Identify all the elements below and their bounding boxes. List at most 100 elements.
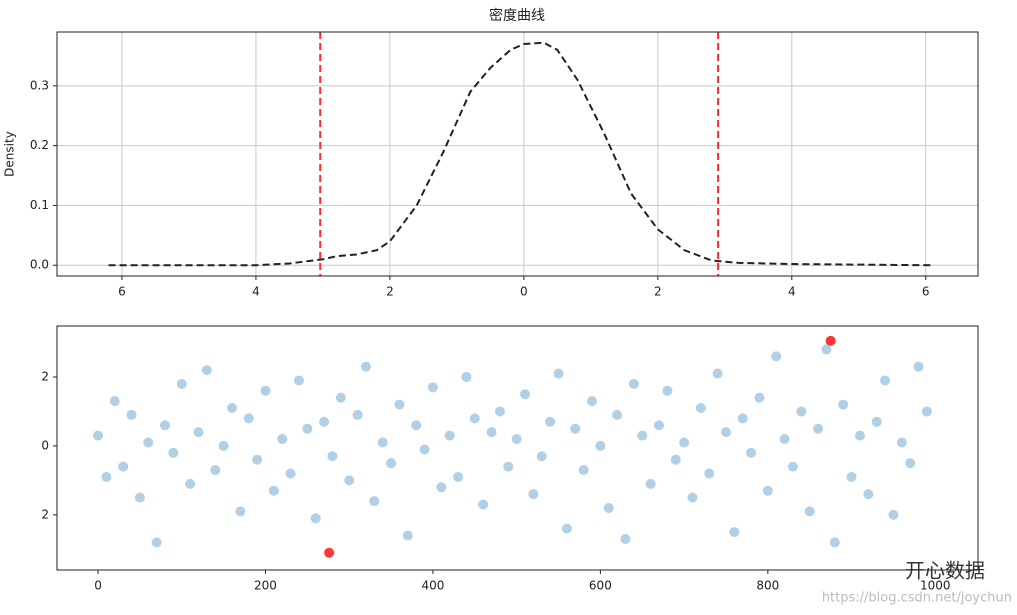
point (377, 437, 388, 448)
point (704, 468, 715, 479)
point (243, 413, 254, 424)
point (109, 396, 120, 407)
point (503, 461, 514, 472)
point (553, 368, 564, 379)
point (386, 458, 397, 469)
point (478, 499, 489, 510)
point (511, 434, 522, 445)
point (561, 523, 572, 534)
y-tick-label: 0.2 (30, 138, 49, 152)
point (520, 389, 531, 400)
axes-frame (56, 31, 979, 277)
x-tick-label: 0 (520, 285, 528, 299)
point (578, 465, 589, 476)
point (628, 378, 639, 389)
point (402, 530, 413, 541)
point (695, 403, 706, 414)
point (411, 420, 422, 431)
point (461, 372, 472, 383)
x-tick-label: 6 (118, 285, 126, 299)
point (285, 468, 296, 479)
y-tick-label: 0.1 (30, 198, 49, 212)
x-tick-label: 6 (922, 285, 930, 299)
point (235, 506, 246, 517)
x-tick-label: 2 (386, 285, 394, 299)
point (545, 416, 556, 427)
point (528, 489, 539, 500)
point (825, 335, 836, 346)
point (821, 344, 832, 355)
point (436, 482, 447, 493)
point (762, 485, 773, 496)
point (302, 423, 313, 434)
point (687, 492, 698, 503)
point (787, 461, 798, 472)
point (796, 406, 807, 417)
point (494, 406, 505, 417)
point (176, 378, 187, 389)
point (126, 409, 137, 420)
x-tick-label: 600 (589, 579, 612, 593)
point (210, 465, 221, 476)
point (335, 392, 346, 403)
point (151, 537, 162, 548)
point (319, 416, 330, 427)
y-tick-label: 2 (41, 370, 49, 384)
point (93, 430, 104, 441)
point (118, 461, 129, 472)
x-tick-label: 400 (421, 579, 444, 593)
y-tick-label: 0 (41, 438, 49, 452)
point (218, 440, 229, 451)
point (143, 437, 154, 448)
point (838, 399, 849, 410)
point (160, 420, 171, 431)
point (729, 527, 740, 538)
point (168, 447, 179, 458)
point (871, 416, 882, 427)
axes-frame (56, 325, 979, 571)
point (662, 385, 673, 396)
point (905, 458, 916, 469)
point (352, 409, 363, 420)
point (754, 392, 765, 403)
point (201, 365, 212, 376)
point (653, 420, 664, 431)
x-tick-label: 4 (252, 285, 260, 299)
point (193, 427, 204, 438)
x-tick-label: 800 (756, 579, 779, 593)
point (570, 423, 581, 434)
watermark-url: https://blog.csdn.net/joychun (822, 591, 1012, 606)
point (645, 478, 656, 489)
point (779, 434, 790, 445)
point (369, 496, 380, 507)
point (536, 451, 547, 462)
x-tick-label: 200 (254, 579, 277, 593)
point (444, 430, 455, 441)
point (829, 537, 840, 548)
point (101, 471, 112, 482)
point (252, 454, 263, 465)
point (712, 368, 723, 379)
point (804, 506, 815, 517)
point (921, 406, 932, 417)
point (360, 361, 371, 372)
point (419, 444, 430, 455)
point (268, 485, 279, 496)
point (427, 382, 438, 393)
point (277, 434, 288, 445)
point (670, 454, 681, 465)
point (880, 375, 891, 386)
point (846, 471, 857, 482)
point (324, 547, 335, 558)
point (344, 475, 355, 486)
y-tick-label: 0.3 (30, 78, 49, 92)
point (469, 413, 480, 424)
point (486, 427, 497, 438)
point (854, 430, 865, 441)
point (888, 509, 899, 520)
point (913, 361, 924, 372)
chart-title: 密度曲线 (489, 7, 545, 24)
point (226, 403, 237, 414)
